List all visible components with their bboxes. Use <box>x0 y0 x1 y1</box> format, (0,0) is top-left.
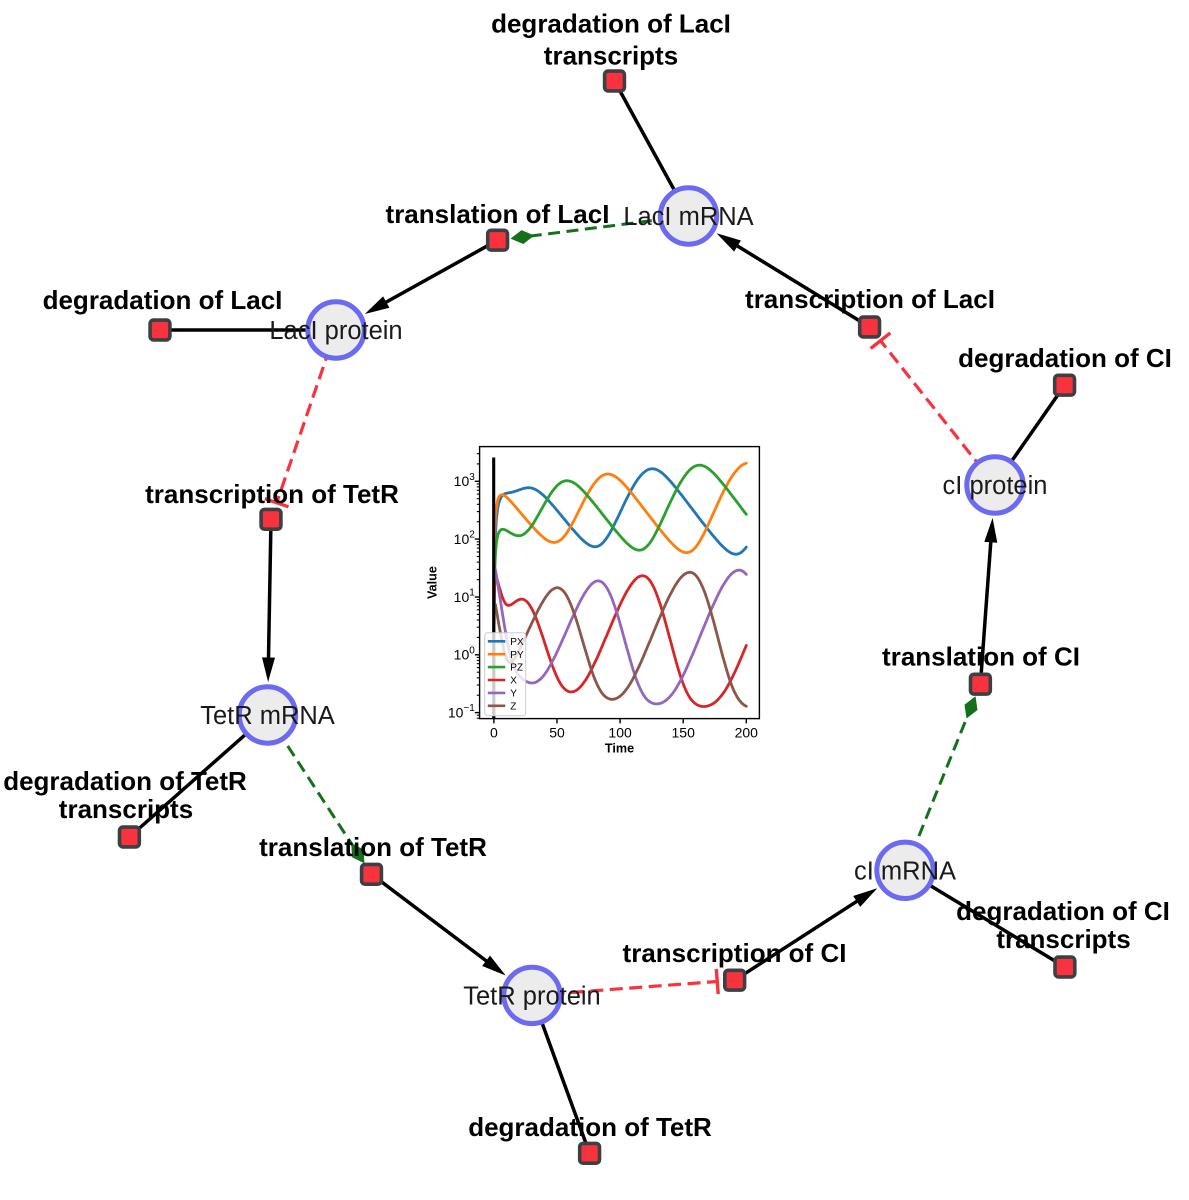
svg-text:0: 0 <box>490 725 498 741</box>
svg-text:Value: Value <box>426 566 440 599</box>
svg-text:cI protein: cI protein <box>943 472 1048 500</box>
svg-text:transcripts: transcripts <box>996 924 1130 954</box>
svg-text:degradation of LacI: degradation of LacI <box>43 285 283 315</box>
svg-text:PY: PY <box>510 650 524 661</box>
svg-text:TetR protein: TetR protein <box>463 982 601 1010</box>
svg-text:200: 200 <box>735 725 759 741</box>
svg-text:degradation of TetR: degradation of TetR <box>468 1112 712 1142</box>
svg-text:X: X <box>510 676 517 687</box>
svg-text:50: 50 <box>549 725 565 741</box>
svg-text:100: 100 <box>608 725 632 741</box>
svg-text:transcripts: transcripts <box>59 794 193 824</box>
svg-text:LacI mRNA: LacI mRNA <box>623 203 753 231</box>
svg-text:Z: Z <box>510 701 516 712</box>
svg-text:cI mRNA: cI mRNA <box>854 857 956 885</box>
svg-text:transcription of TetR: transcription of TetR <box>145 479 399 509</box>
svg-text:150: 150 <box>672 725 696 741</box>
svg-text:Y: Y <box>510 689 517 700</box>
svg-text:translation of LacI: translation of LacI <box>386 199 610 229</box>
svg-text:translation of CI: translation of CI <box>882 642 1080 672</box>
svg-text:degradation of CI: degradation of CI <box>958 343 1172 373</box>
svg-text:degradation of LacI: degradation of LacI <box>491 9 731 39</box>
svg-text:Time: Time <box>605 741 634 755</box>
svg-text:LacI protein: LacI protein <box>269 317 402 345</box>
svg-text:TetR mRNA: TetR mRNA <box>200 702 335 730</box>
svg-text:transcripts: transcripts <box>544 41 678 71</box>
svg-text:degradation of TetR: degradation of TetR <box>3 766 247 796</box>
svg-text:PZ: PZ <box>510 663 523 674</box>
svg-text:transcription of CI: transcription of CI <box>623 938 847 968</box>
svg-text:degradation of CI: degradation of CI <box>956 896 1170 926</box>
svg-text:translation of TetR: translation of TetR <box>259 832 487 862</box>
svg-text:PX: PX <box>510 637 524 648</box>
svg-text:transcription of LacI: transcription of LacI <box>745 284 995 314</box>
